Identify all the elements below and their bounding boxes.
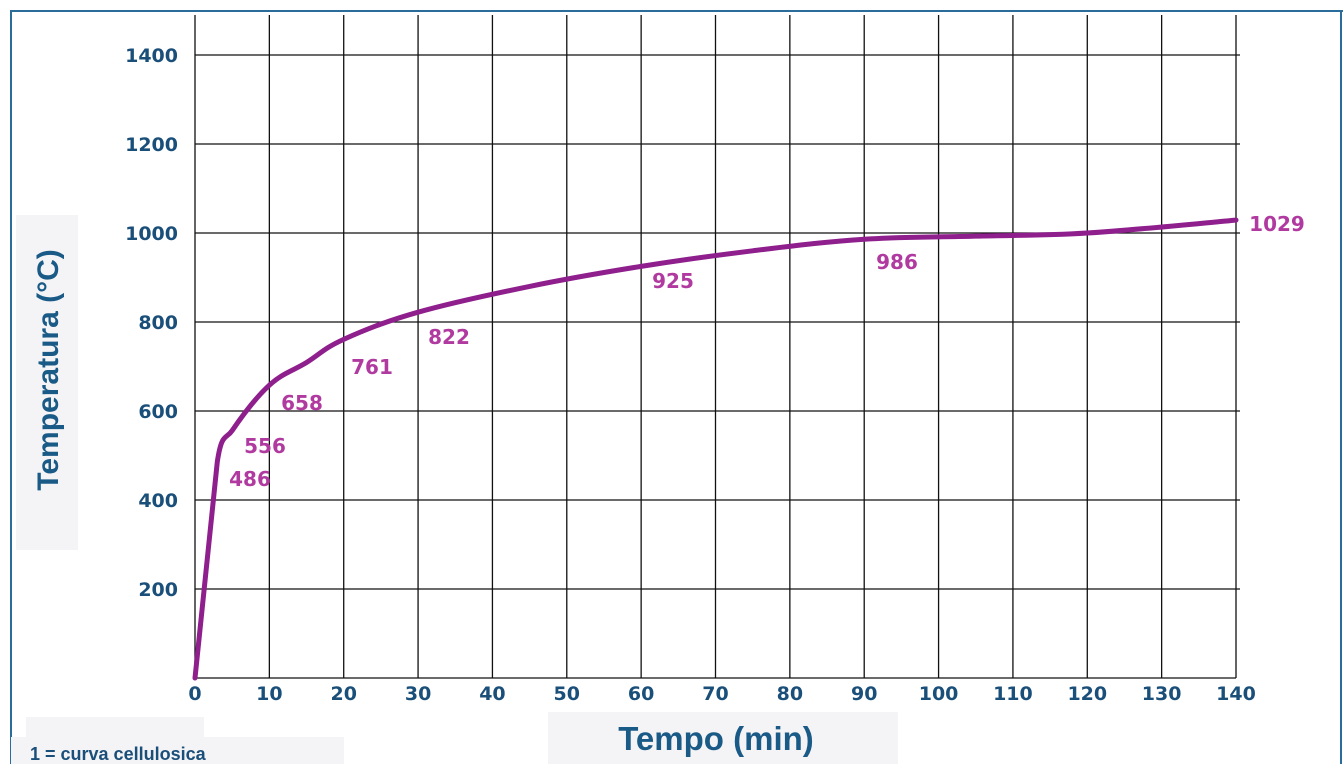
note-background-lower: [11, 737, 344, 764]
x-tick-label-130: 130: [1142, 683, 1182, 705]
data-label-556: 556: [244, 434, 286, 458]
x-tick-label-60: 60: [628, 683, 654, 705]
x-tick-label-40: 40: [479, 683, 505, 705]
y-tick-label-800: 800: [138, 312, 178, 334]
data-label-761: 761: [351, 355, 393, 379]
data-label-658: 658: [281, 391, 323, 415]
x-tick-label-120: 120: [1067, 683, 1107, 705]
xlabel-background: [548, 712, 898, 764]
y-axis-title: Temperatura (°C): [32, 249, 65, 490]
x-tick-label-90: 90: [851, 683, 877, 705]
data-label-822: 822: [428, 325, 470, 349]
y-tick-label-600: 600: [138, 401, 178, 423]
x-tick-label-140: 140: [1216, 683, 1256, 705]
x-axis-title: Tempo (min): [618, 720, 814, 757]
x-tick-label-50: 50: [554, 683, 580, 705]
y-tick-label-200: 200: [138, 579, 178, 601]
x-tick-label-80: 80: [777, 683, 803, 705]
tick-labels: 0 10 20 30 40 50 60 70 80 90 100 110 120 130 140 200 400…: [125, 45, 1256, 705]
x-tick-label-110: 110: [993, 683, 1033, 705]
x-tick-label-70: 70: [702, 683, 728, 705]
data-label-486: 486: [229, 467, 271, 491]
series: [192, 217, 1239, 681]
x-tick-label-0: 0: [188, 683, 201, 705]
y-tick-label-400: 400: [138, 490, 178, 512]
data-label-1029: 1029: [1249, 212, 1305, 236]
data-label-925: 925: [652, 269, 694, 293]
legend-note: 1 = curva cellulosica: [30, 744, 207, 764]
x-tick-label-100: 100: [919, 683, 959, 705]
y-tick-label-1000: 1000: [125, 223, 178, 245]
data-labels: 486 556 658 761 822 925 986 1029: [229, 212, 1305, 491]
grid: [194, 15, 1240, 679]
x-tick-label-10: 10: [256, 683, 282, 705]
ylabel-background: [16, 215, 78, 550]
x-tick-label-20: 20: [330, 683, 356, 705]
x-tick-label-30: 30: [405, 683, 431, 705]
y-tick-label-1400: 1400: [125, 45, 178, 67]
data-label-986: 986: [876, 250, 918, 274]
series-line-0: [192, 217, 1239, 681]
y-tick-label-1200: 1200: [125, 134, 178, 156]
